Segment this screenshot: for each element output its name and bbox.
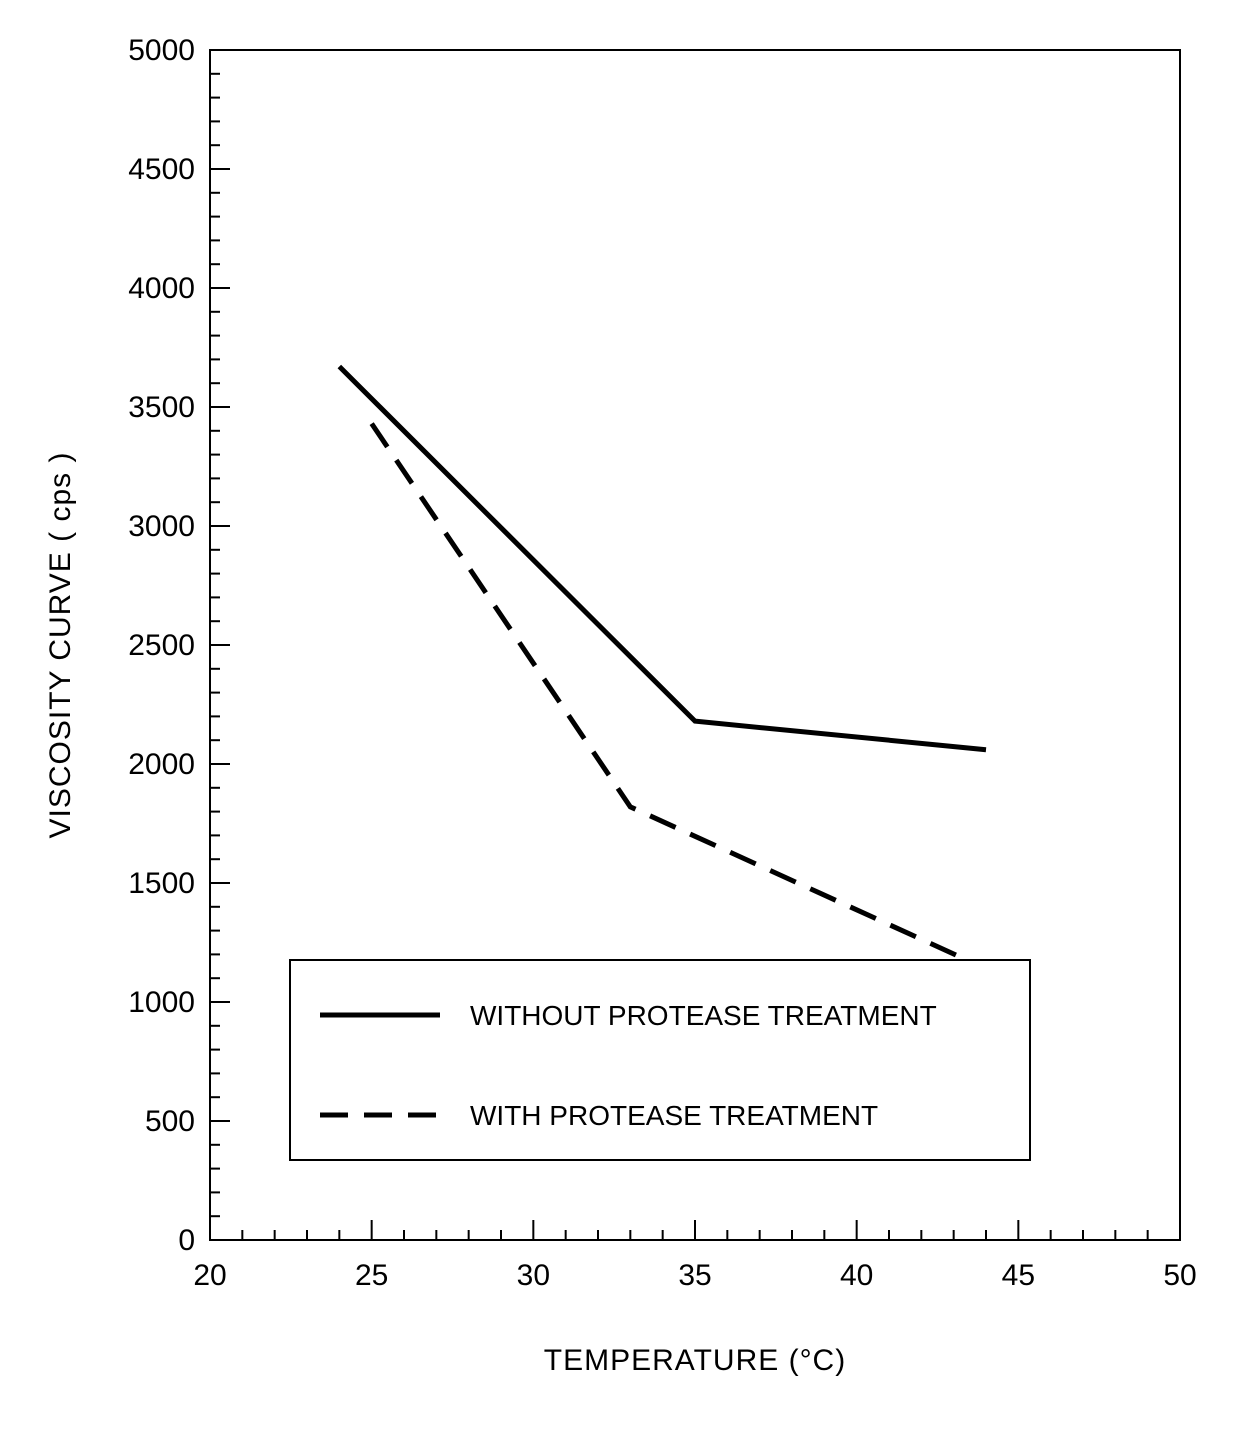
y-tick-label: 2500 — [128, 629, 195, 662]
y-tick-label: 3500 — [128, 391, 195, 424]
x-tick-label: 50 — [1163, 1259, 1196, 1292]
x-tick-label: 20 — [193, 1259, 226, 1292]
series-without-protease — [339, 367, 986, 750]
y-tick-label: 1500 — [128, 867, 195, 900]
y-tick-label: 1000 — [128, 986, 195, 1019]
x-tick-label: 30 — [517, 1259, 550, 1292]
x-tick-label: 25 — [355, 1259, 388, 1292]
x-tick-label: 45 — [1002, 1259, 1035, 1292]
y-tick-label: 4000 — [128, 272, 195, 305]
x-tick-label: 35 — [678, 1259, 711, 1292]
x-tick-label: 40 — [840, 1259, 873, 1292]
chart-container: 20 25 30 35 40 45 50 TEMPERATURE (°C) 0 500 1000 15… — [0, 0, 1240, 1433]
viscosity-chart: 20 25 30 35 40 45 50 TEMPERATURE (°C) 0 500 1000 15… — [0, 0, 1240, 1433]
legend-label-without-protease: WITHOUT PROTEASE TREATMENT — [470, 1000, 937, 1031]
y-tick-label: 0 — [178, 1224, 195, 1257]
y-axis-label: VISCOSITY CURVE ( cps ) — [44, 452, 77, 839]
y-tick-label: 4500 — [128, 153, 195, 186]
y-tick-label: 3000 — [128, 510, 195, 543]
series-with-protease — [372, 424, 986, 969]
y-tick-label: 5000 — [128, 34, 195, 67]
y-tick-label: 500 — [145, 1105, 195, 1138]
x-axis-label: TEMPERATURE (°C) — [544, 1344, 846, 1377]
legend-label-with-protease: WITH PROTEASE TREATMENT — [470, 1100, 878, 1131]
y-tick-label: 2000 — [128, 748, 195, 781]
